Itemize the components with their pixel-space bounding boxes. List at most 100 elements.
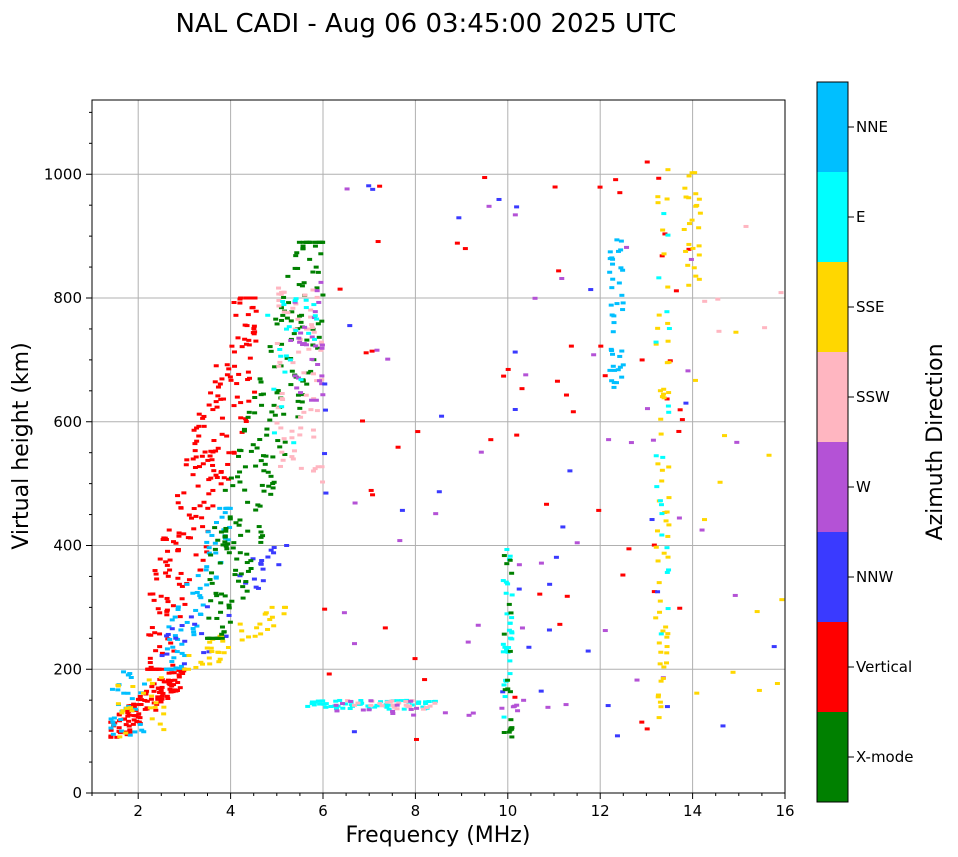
data-point [665, 285, 671, 289]
data-point [666, 465, 672, 469]
data-point [188, 615, 194, 619]
data-point [294, 251, 300, 255]
data-point [673, 289, 679, 293]
data-point [240, 596, 246, 600]
data-point [246, 338, 252, 342]
data-point [259, 403, 265, 407]
data-point [222, 594, 228, 598]
data-point [300, 244, 306, 248]
data-point [427, 704, 433, 708]
data-point [505, 367, 511, 371]
data-point [653, 616, 659, 620]
data-point [208, 599, 214, 603]
data-point [323, 491, 329, 495]
data-point [663, 625, 669, 629]
data-point [288, 338, 294, 342]
data-point [265, 313, 271, 317]
data-point [236, 579, 242, 583]
data-point [258, 540, 264, 544]
data-point [370, 187, 376, 191]
data-point [310, 428, 316, 432]
data-point [611, 385, 617, 389]
data-point [176, 673, 182, 677]
data-point [312, 337, 318, 341]
data-points [108, 160, 785, 741]
data-point [333, 707, 339, 711]
data-point [125, 691, 131, 695]
data-point [290, 306, 296, 310]
data-point [665, 339, 671, 343]
data-point [658, 503, 664, 507]
data-point [164, 613, 170, 617]
data-point [124, 706, 130, 710]
data-point [653, 342, 659, 346]
data-point [658, 432, 664, 436]
data-point [683, 401, 689, 405]
data-point [661, 551, 667, 555]
data-point [279, 397, 285, 401]
data-point [227, 515, 233, 519]
data-point [297, 406, 303, 410]
data-point [186, 667, 192, 671]
data-point [611, 314, 617, 318]
data-point [196, 434, 202, 438]
data-point [218, 601, 224, 605]
data-point [289, 436, 295, 440]
data-point [508, 718, 514, 722]
data-point [293, 297, 299, 301]
data-point [179, 584, 185, 588]
data-point [658, 417, 664, 421]
data-point [191, 428, 197, 432]
data-point [310, 288, 316, 292]
data-point [128, 706, 134, 710]
data-point [293, 254, 299, 258]
data-point [223, 526, 229, 530]
data-point [660, 228, 666, 232]
data-point [312, 467, 318, 471]
data-point [114, 735, 120, 739]
data-point [614, 238, 620, 242]
axis-ticks: 2 4 6 8 10 12 14 16 0 200 400 600 800 1000 [44, 111, 795, 820]
data-point [442, 711, 448, 715]
data-point [268, 349, 274, 353]
data-point [602, 629, 608, 633]
data-point [666, 496, 672, 500]
data-point [244, 561, 250, 565]
data-point [696, 277, 702, 281]
data-point [644, 160, 650, 164]
data-point [416, 700, 422, 704]
data-point [315, 362, 321, 366]
data-point [298, 466, 304, 470]
data-point [774, 681, 780, 685]
data-point [302, 293, 308, 297]
data-point [164, 667, 170, 671]
data-point [664, 635, 670, 639]
data-point [131, 702, 137, 706]
data-point [197, 504, 203, 508]
data-point [608, 347, 614, 351]
data-point [197, 586, 203, 590]
data-point [115, 688, 121, 692]
data-point [165, 696, 171, 700]
data-point [147, 592, 153, 596]
data-point [320, 293, 326, 297]
data-point [201, 500, 207, 504]
data-point [657, 662, 663, 666]
data-point [247, 356, 253, 360]
data-point [610, 277, 616, 281]
data-point [655, 695, 661, 699]
data-point [213, 521, 219, 525]
data-point [722, 434, 728, 438]
data-point [218, 610, 224, 614]
data-point [301, 410, 307, 414]
data-point [165, 549, 171, 553]
data-point [313, 398, 319, 402]
data-point [677, 408, 683, 412]
data-point [310, 270, 316, 274]
data-point [205, 506, 211, 510]
data-point [293, 302, 299, 306]
data-point [679, 418, 685, 422]
data-point [305, 371, 311, 375]
data-point [165, 600, 171, 604]
data-point [720, 724, 726, 728]
